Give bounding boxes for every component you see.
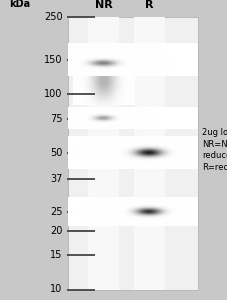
- Text: 75: 75: [50, 114, 62, 124]
- Text: NR: NR: [94, 1, 112, 10]
- Text: 250: 250: [44, 11, 62, 22]
- FancyBboxPatch shape: [133, 16, 164, 290]
- Text: 37: 37: [50, 173, 62, 184]
- Text: 15: 15: [50, 250, 62, 260]
- Text: 10: 10: [50, 284, 62, 295]
- Text: 2ug loading
NR=Non-
reduced
R=reduced: 2ug loading NR=Non- reduced R=reduced: [201, 128, 227, 172]
- Text: 50: 50: [50, 148, 62, 158]
- Text: R: R: [144, 1, 153, 10]
- FancyBboxPatch shape: [88, 16, 118, 290]
- Text: 150: 150: [44, 55, 62, 65]
- Text: 100: 100: [44, 89, 62, 99]
- FancyBboxPatch shape: [68, 16, 197, 290]
- Text: 20: 20: [50, 226, 62, 236]
- Text: kDa: kDa: [9, 0, 30, 9]
- Text: 25: 25: [50, 207, 62, 217]
